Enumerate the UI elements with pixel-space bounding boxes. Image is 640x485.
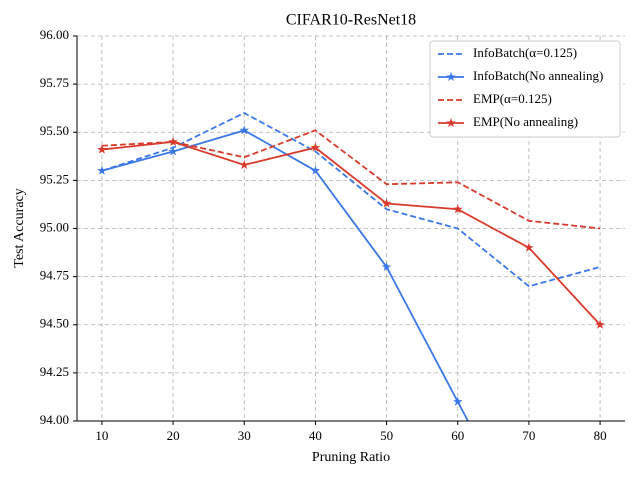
marker [310,142,321,152]
marker [453,204,463,214]
marker [239,159,249,170]
legend-label: EMP(α=0.125) [473,91,552,106]
x-tick-label: 50 [380,428,393,443]
legend-box [429,40,621,138]
marker [97,144,107,154]
y-tick-label: 94.75 [40,268,69,283]
legend-marker [446,118,456,128]
x-tick-label: 70 [522,428,535,443]
x-tick-label: 30 [238,428,251,443]
y-tick-label: 95.75 [40,75,69,90]
y-tick-label: 94.25 [40,364,69,379]
x-tick-label: 80 [594,428,607,443]
marker [239,125,249,135]
y-tick-label: 95.25 [40,171,69,186]
y-tick-label: 94.00 [40,412,69,427]
marker [524,242,534,252]
marker [453,396,463,406]
marker [381,198,392,208]
y-tick-label: 95.00 [40,219,69,234]
marker [97,165,107,175]
marker [168,136,178,146]
legend-label: InfoBatch(No annealing) [473,68,603,83]
y-axis-label: Test Accuracy [12,188,27,267]
x-tick-label: 10 [95,428,108,443]
legend-marker [446,72,456,82]
chart-title: CIFAR10-ResNet18 [286,12,416,29]
series-line [101,111,601,288]
y-tick-label: 96.00 [40,27,69,42]
marker [595,319,605,329]
y-tick-label: 95.50 [40,123,69,138]
legend: InfoBatch(α=0.125) InfoBatch(No annealing… [429,40,621,138]
plot-area [97,111,605,421]
series-line [101,140,601,326]
legend-label: EMP(No annealing) [473,114,578,129]
x-tick-label: 40 [309,428,322,443]
marker [168,146,178,156]
y-tick-label: 94.50 [40,316,69,331]
x-tick-label: 20 [167,428,180,443]
x-axis-label: Pruning Ratio [312,450,390,465]
marker [310,165,321,175]
marker [381,262,392,272]
series-line [101,129,601,230]
x-tick-label: 60 [451,428,464,443]
legend-label: InfoBatch(α=0.125) [473,45,577,60]
